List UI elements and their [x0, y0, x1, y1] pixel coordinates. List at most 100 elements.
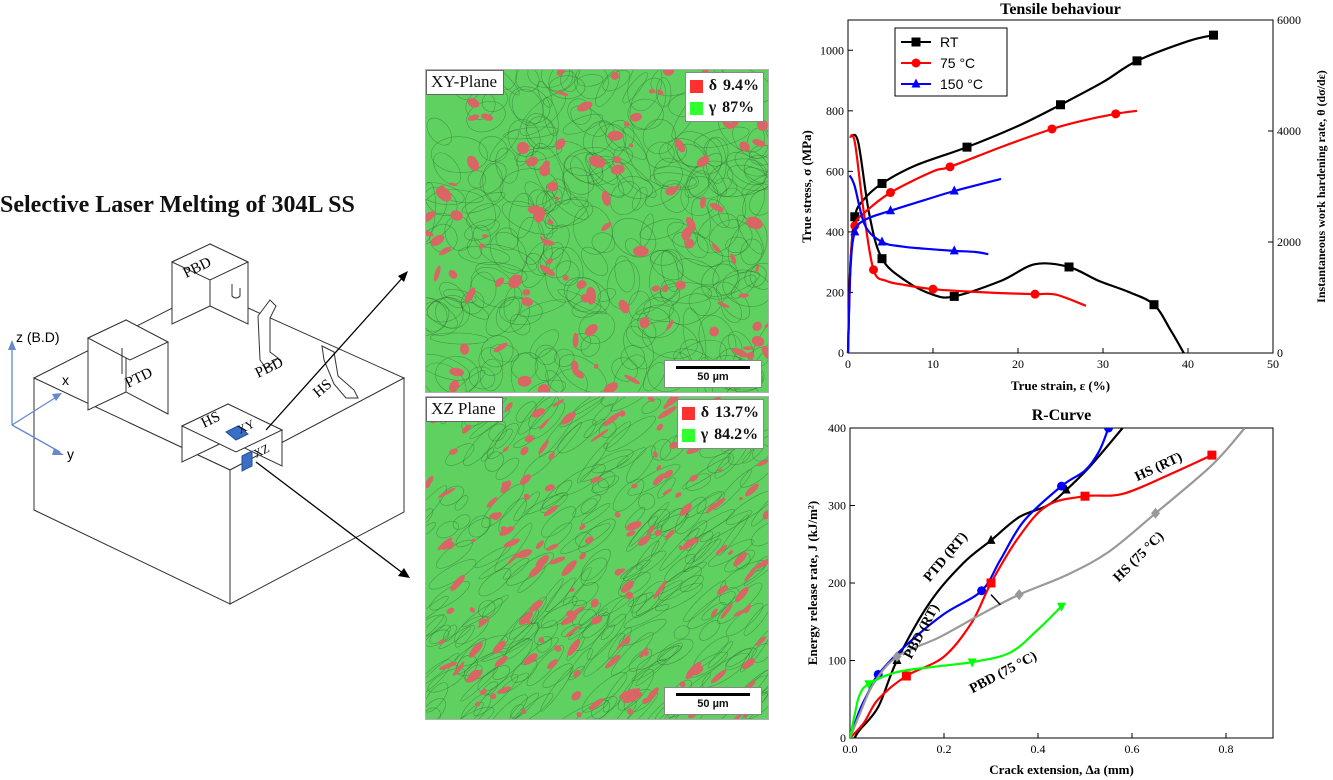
delta-ferrite-region [739, 141, 750, 152]
grain-boundary [572, 494, 601, 518]
delta-symbol: δ [708, 77, 717, 94]
grain-boundary [672, 231, 724, 268]
grain-boundary [627, 98, 664, 130]
delta-ferrite-region [639, 317, 650, 329]
grain-boundary [623, 325, 654, 370]
plot-area [850, 428, 1246, 738]
delta-ferrite-region [538, 440, 549, 455]
grain-boundary [699, 620, 721, 641]
delta-ferrite-region [652, 451, 658, 458]
delta-ferrite-region [448, 269, 458, 279]
grain-boundary [430, 136, 488, 174]
grain-boundary [455, 517, 492, 548]
grain-boundary [532, 142, 565, 200]
delta-ferrite-region [547, 219, 554, 225]
grain-boundary [470, 266, 516, 308]
delta-ferrite-region [426, 229, 434, 237]
delta-ferrite-region [546, 543, 559, 551]
grain-boundary [751, 489, 768, 527]
delta-ferrite-region [467, 155, 479, 171]
grain-boundary [426, 682, 449, 713]
grain-boundary [612, 354, 647, 392]
delta-ferrite-region [624, 374, 640, 385]
delta-ferrite-region [738, 496, 743, 501]
data-marker [1057, 602, 1066, 612]
series-annotation: PBD (RT) [901, 602, 942, 662]
grain-boundary [481, 447, 495, 462]
delta-ferrite-region [626, 530, 636, 537]
delta-ferrite-region [764, 322, 768, 328]
delta-ferrite-region [556, 70, 566, 76]
delta-ferrite-region [752, 139, 766, 147]
grain-boundary [739, 458, 768, 488]
delta-ferrite-region [666, 397, 679, 406]
delta-ferrite-region [508, 274, 522, 289]
grain-boundary [426, 707, 441, 719]
grain-boundary [703, 136, 729, 167]
y-right-tick-label: 4000 [1277, 124, 1301, 138]
data-marker [911, 58, 921, 68]
grain-boundary [595, 70, 621, 107]
grain-boundary [473, 224, 491, 248]
grain-boundary [575, 531, 592, 548]
grain-boundary [555, 260, 580, 286]
grain-boundary [510, 352, 549, 392]
grain-boundary [606, 260, 640, 309]
delta-ferrite-region [525, 156, 539, 167]
delta-ferrite-region [718, 468, 722, 472]
delta-ferrite-region [662, 70, 675, 76]
delta-ferrite-region [738, 293, 749, 298]
grain-boundary [583, 418, 606, 439]
grain-boundary [513, 692, 554, 719]
grain-boundary [725, 648, 752, 667]
grain-boundary [468, 366, 496, 390]
xz-gamma-value: 84.2% [714, 426, 759, 443]
delta-ferrite-region [449, 448, 458, 455]
delta-ferrite-region [637, 535, 651, 546]
grain-boundary [578, 518, 616, 553]
series-annotation: HS (75 °C) [1111, 529, 1168, 586]
grain-boundary [754, 555, 768, 572]
grain-boundary [630, 593, 648, 614]
delta-ferrite-region [730, 253, 737, 264]
grain-boundary [443, 289, 477, 304]
delta-ferrite-region [653, 580, 667, 599]
delta-ferrite-region [614, 568, 626, 575]
delta-ferrite-region [720, 603, 733, 620]
gamma-swatch [681, 428, 695, 442]
grain-boundary [479, 358, 503, 392]
delta-ferrite-region [523, 653, 538, 665]
grain-boundary [628, 648, 653, 672]
delta-ferrite-region [549, 556, 566, 565]
grain-boundary [513, 491, 540, 522]
delta-ferrite-region [494, 277, 505, 287]
x-axis-label: Crack extension, Δa (mm) [989, 762, 1134, 777]
grain-boundary [743, 604, 768, 636]
delta-ferrite-region [493, 342, 508, 353]
delta-ferrite-region [522, 289, 531, 296]
grain-boundary [613, 146, 634, 164]
grain-boundary [650, 70, 703, 97]
delta-ferrite-region [709, 326, 719, 337]
delta-ferrite-region [564, 625, 580, 638]
grain-boundary [458, 246, 510, 265]
gamma-symbol: γ [708, 99, 717, 116]
grain-boundary [718, 514, 749, 556]
xy-plane-micrograph: XY-Plane δ 9.4% γ 87% 50 µm [425, 69, 769, 393]
data-marker [949, 245, 959, 255]
grain-boundary [642, 119, 676, 155]
grain-boundary [737, 214, 764, 255]
delta-ferrite-region [531, 408, 546, 418]
delta-ferrite-region [744, 604, 751, 614]
grain-boundary [734, 149, 768, 177]
grain-boundary [659, 282, 713, 304]
delta-ferrite-region [728, 550, 734, 556]
x-tick-label: 0.2 [937, 742, 952, 756]
delta-ferrite-region [685, 217, 696, 231]
delta-ferrite-region [706, 503, 716, 514]
delta-ferrite-region [681, 226, 693, 241]
data-marker [1056, 100, 1065, 110]
y-tick-label: 0 [840, 731, 846, 745]
grain-boundary [673, 625, 690, 640]
